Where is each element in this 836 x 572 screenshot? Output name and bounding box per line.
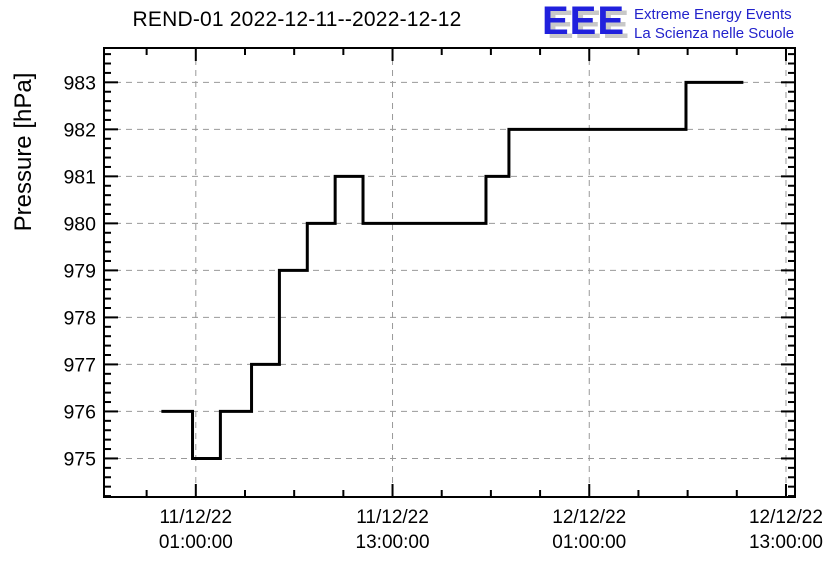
y-tick-label: 981 [63, 166, 96, 188]
y-tick-label: 978 [63, 307, 96, 329]
y-tick-label: 977 [63, 354, 96, 376]
pressure-step-line [161, 80, 744, 460]
y-tick-label: 983 [63, 72, 96, 94]
y-tick-label: 976 [63, 401, 96, 423]
x-tick-label-time: 13:00:00 [749, 532, 823, 553]
eee-logo-letters: EEE [542, 0, 626, 43]
eee-logo: EEE Extreme Energy Events La Scienza nel… [542, 0, 794, 43]
x-tick-label-date: 11/12/22 [356, 507, 429, 528]
x-tick-label-date: 11/12/22 [160, 507, 233, 528]
x-tick-label-time: 01:00:00 [159, 532, 233, 553]
axis-frame [103, 47, 796, 498]
eee-logo-tagline: Extreme Energy Events La Scienza nelle S… [634, 2, 794, 43]
eee-logo-tagline-line1: Extreme Energy Events [634, 6, 792, 23]
x-tick-label-time: 01:00:00 [552, 532, 626, 553]
y-tick-label: 975 [63, 448, 96, 470]
x-tick-label-date: 12/12/22 [552, 507, 626, 528]
x-tick-label-date: 12/12/22 [749, 507, 823, 528]
chart-title: REND-01 2022-12-11--2022-12-12 [132, 8, 462, 31]
y-tick-label: 980 [63, 213, 96, 235]
y-tick-label: 982 [63, 119, 96, 141]
eee-logo-tagline-line2: La Scienza nelle Scuole [634, 25, 795, 42]
y-tick-label: 979 [63, 260, 96, 282]
x-tick-label-time: 13:00:00 [356, 532, 430, 553]
